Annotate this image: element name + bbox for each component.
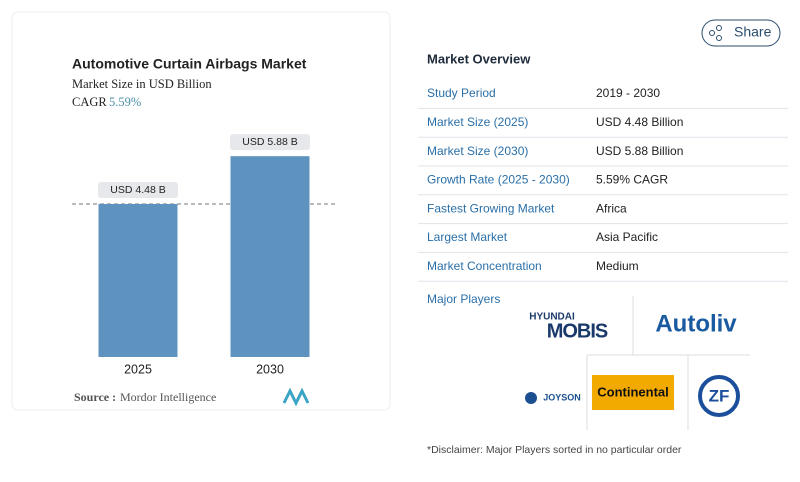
row-label: Largest Market xyxy=(427,230,508,244)
overview-title: Market Overview xyxy=(427,51,531,66)
row-value: Medium xyxy=(596,259,639,273)
share-button[interactable]: Share xyxy=(701,19,781,47)
label-box xyxy=(230,134,310,151)
row-value: 2019 - 2030 xyxy=(596,86,660,100)
row-value: Africa xyxy=(596,201,627,215)
logo xyxy=(282,387,310,407)
value-label: USD 4.48 B xyxy=(110,184,165,196)
bar xyxy=(98,203,178,357)
logo-bg xyxy=(592,375,674,410)
share-icon[interactable] xyxy=(709,30,715,36)
player-logo: HYUNDAI xyxy=(529,312,575,323)
row-label: Study Period xyxy=(427,86,496,100)
player-logo: ZF xyxy=(709,386,730,405)
row-value: USD 4.48 Billion xyxy=(596,115,683,129)
x-tick-label: 2030 xyxy=(256,362,284,376)
logo-grid xyxy=(586,296,750,430)
player-logo: Continental xyxy=(597,384,669,399)
value-label: USD 5.88 B xyxy=(242,136,297,148)
disclaimer: *Disclaimer: Major Players sorted in no … xyxy=(427,444,682,456)
row-value: USD 5.88 Billion xyxy=(596,144,683,158)
row-label: Growth Rate (2025 - 2030) xyxy=(427,173,570,187)
player-logo: JOYSON xyxy=(543,392,581,402)
player-logo: Autoliv xyxy=(655,310,737,337)
player-logo: MOBIS xyxy=(547,320,608,342)
row-label: Market Size (2030) xyxy=(427,144,528,158)
label-box xyxy=(98,181,178,198)
logo-ring xyxy=(698,375,740,417)
bar xyxy=(230,156,310,357)
row-label: Market Size (2025) xyxy=(427,115,528,129)
chart-subtitle: Market Size in USD Billion xyxy=(72,77,212,91)
share-icon[interactable] xyxy=(716,35,722,41)
cagr-value: 5.59% xyxy=(109,95,141,109)
row-value: Asia Pacific xyxy=(596,230,658,244)
row-label: Market Concentration xyxy=(427,259,542,273)
share-icon[interactable] xyxy=(716,25,722,31)
logo-icon xyxy=(525,392,537,404)
share-label[interactable]: Share xyxy=(734,24,772,40)
source-label: Source : xyxy=(74,390,116,404)
source: Mordor Intelligence xyxy=(120,390,216,404)
chart-title: Automotive Curtain Airbags Market xyxy=(72,56,307,72)
x-tick-label: 2025 xyxy=(124,362,152,376)
row-label: Fastest Growing Market xyxy=(427,201,555,215)
players-title: Major Players xyxy=(427,292,500,306)
cagr-label: CAGR xyxy=(72,95,107,109)
row-value: 5.59% CAGR xyxy=(596,173,668,187)
